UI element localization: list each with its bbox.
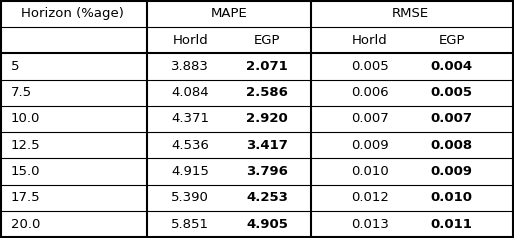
Text: 0.006: 0.006 bbox=[351, 86, 389, 99]
Text: 0.008: 0.008 bbox=[431, 139, 473, 152]
Text: 5: 5 bbox=[11, 60, 20, 73]
Text: 0.010: 0.010 bbox=[431, 191, 473, 204]
Text: EGP: EGP bbox=[254, 34, 281, 47]
Text: 0.009: 0.009 bbox=[351, 139, 389, 152]
Text: MAPE: MAPE bbox=[210, 7, 247, 20]
Text: 2.586: 2.586 bbox=[246, 86, 288, 99]
Text: 12.5: 12.5 bbox=[11, 139, 41, 152]
Text: 0.010: 0.010 bbox=[351, 165, 389, 178]
Text: Horld: Horld bbox=[352, 34, 388, 47]
Text: 4.905: 4.905 bbox=[246, 218, 288, 231]
Text: Horld: Horld bbox=[173, 34, 208, 47]
Text: 0.007: 0.007 bbox=[351, 113, 389, 125]
Text: 7.5: 7.5 bbox=[11, 86, 32, 99]
Text: 2.071: 2.071 bbox=[246, 60, 288, 73]
Text: RMSE: RMSE bbox=[392, 7, 429, 20]
Text: EGP: EGP bbox=[438, 34, 465, 47]
Text: 3.796: 3.796 bbox=[246, 165, 288, 178]
Text: 2.920: 2.920 bbox=[246, 113, 288, 125]
Text: 4.915: 4.915 bbox=[172, 165, 209, 178]
Text: 4.371: 4.371 bbox=[171, 113, 209, 125]
Text: 10.0: 10.0 bbox=[11, 113, 40, 125]
Text: 0.004: 0.004 bbox=[431, 60, 473, 73]
Text: 0.011: 0.011 bbox=[431, 218, 473, 231]
Text: Horizon (%age): Horizon (%age) bbox=[21, 7, 124, 20]
Text: 5.390: 5.390 bbox=[172, 191, 209, 204]
Text: 4.253: 4.253 bbox=[246, 191, 288, 204]
Text: 0.007: 0.007 bbox=[431, 113, 473, 125]
Text: 3.883: 3.883 bbox=[172, 60, 209, 73]
Text: 20.0: 20.0 bbox=[11, 218, 40, 231]
Text: 0.005: 0.005 bbox=[431, 86, 473, 99]
Text: 5.851: 5.851 bbox=[171, 218, 209, 231]
Text: 15.0: 15.0 bbox=[11, 165, 41, 178]
Text: 0.009: 0.009 bbox=[431, 165, 473, 178]
Text: 0.012: 0.012 bbox=[351, 191, 389, 204]
Text: 4.084: 4.084 bbox=[172, 86, 209, 99]
Text: 3.417: 3.417 bbox=[246, 139, 288, 152]
Text: 0.005: 0.005 bbox=[351, 60, 389, 73]
Text: 0.013: 0.013 bbox=[351, 218, 389, 231]
Text: 17.5: 17.5 bbox=[11, 191, 41, 204]
Text: 4.536: 4.536 bbox=[172, 139, 209, 152]
